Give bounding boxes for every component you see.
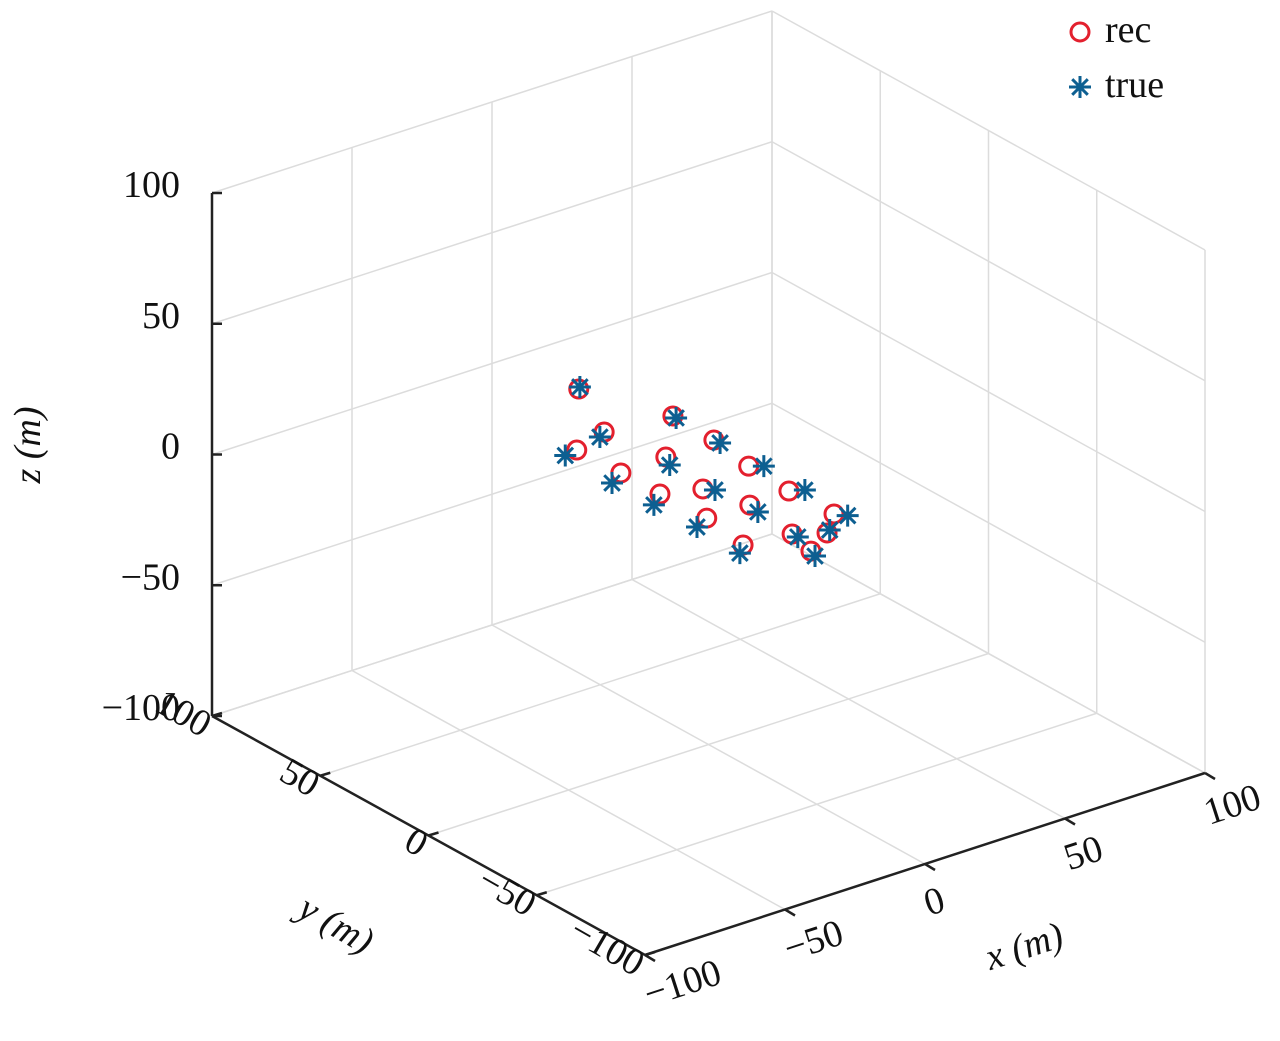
point xyxy=(786,525,809,548)
grid-line xyxy=(771,10,1206,251)
point xyxy=(588,426,611,449)
y-tick-label: −50 xyxy=(471,859,543,925)
y-tick-label: 0 xyxy=(398,819,435,865)
point xyxy=(601,472,624,495)
point xyxy=(728,542,751,565)
legend: rec true xyxy=(1069,9,1164,106)
legend-label: rec xyxy=(1105,9,1151,51)
grid-line xyxy=(771,533,1206,774)
x-tick-label: −100 xyxy=(639,951,727,1015)
legend-marker xyxy=(1069,21,1091,43)
grid-line xyxy=(211,402,773,586)
grid-line xyxy=(320,593,881,777)
y-tick xyxy=(211,711,223,718)
y-axis-label: y (m) xyxy=(288,885,381,963)
y-tick xyxy=(428,831,439,837)
x-tick xyxy=(1204,771,1216,781)
z-tick-label: −100 xyxy=(102,687,180,729)
y-tick-label: 50 xyxy=(273,750,327,805)
point xyxy=(642,493,665,516)
grid-line xyxy=(771,141,1206,382)
x-tick-label: 0 xyxy=(919,879,950,925)
grid-line xyxy=(211,533,773,717)
grid-line xyxy=(428,652,989,837)
point xyxy=(649,483,671,505)
point xyxy=(662,405,684,427)
grid-line xyxy=(771,402,1206,643)
point xyxy=(566,439,588,461)
z-tick-label: 100 xyxy=(123,164,180,206)
grid-line xyxy=(211,141,773,325)
y-tick xyxy=(319,771,331,777)
x-tick-label: 50 xyxy=(1059,827,1108,879)
x-tick xyxy=(1064,817,1076,826)
grid-line xyxy=(536,712,1097,896)
point xyxy=(709,431,732,454)
point xyxy=(823,503,845,525)
point xyxy=(818,519,841,542)
point xyxy=(746,500,769,523)
x-tick xyxy=(644,953,656,963)
z-tick-label: 50 xyxy=(142,295,180,337)
grid-line xyxy=(211,10,773,194)
x-tick-label: 100 xyxy=(1199,776,1266,834)
x-tick xyxy=(924,862,936,872)
point xyxy=(752,455,775,478)
grid xyxy=(211,10,1206,956)
point xyxy=(804,545,827,568)
point xyxy=(685,515,708,538)
point xyxy=(816,522,838,544)
legend-label: true xyxy=(1105,64,1164,106)
x-tick xyxy=(784,908,796,917)
z-tick-label: 0 xyxy=(161,426,180,468)
x-tick-label: −50 xyxy=(779,912,849,970)
y-tick xyxy=(536,891,548,897)
point xyxy=(793,479,816,502)
point xyxy=(836,504,859,527)
legend-marker xyxy=(1069,76,1091,98)
y-tick-label: −100 xyxy=(563,909,652,985)
point xyxy=(554,444,577,467)
z-axis-label: z (m) xyxy=(7,406,49,484)
point xyxy=(568,375,591,398)
grid-line xyxy=(771,271,1206,513)
x-axis-label: x (m) xyxy=(979,914,1068,979)
point xyxy=(665,406,688,429)
z-tick-label: −50 xyxy=(121,556,180,598)
y-tick xyxy=(644,950,656,957)
grid-line xyxy=(211,271,773,456)
point xyxy=(703,479,726,502)
marks xyxy=(554,375,859,568)
point xyxy=(658,454,681,477)
